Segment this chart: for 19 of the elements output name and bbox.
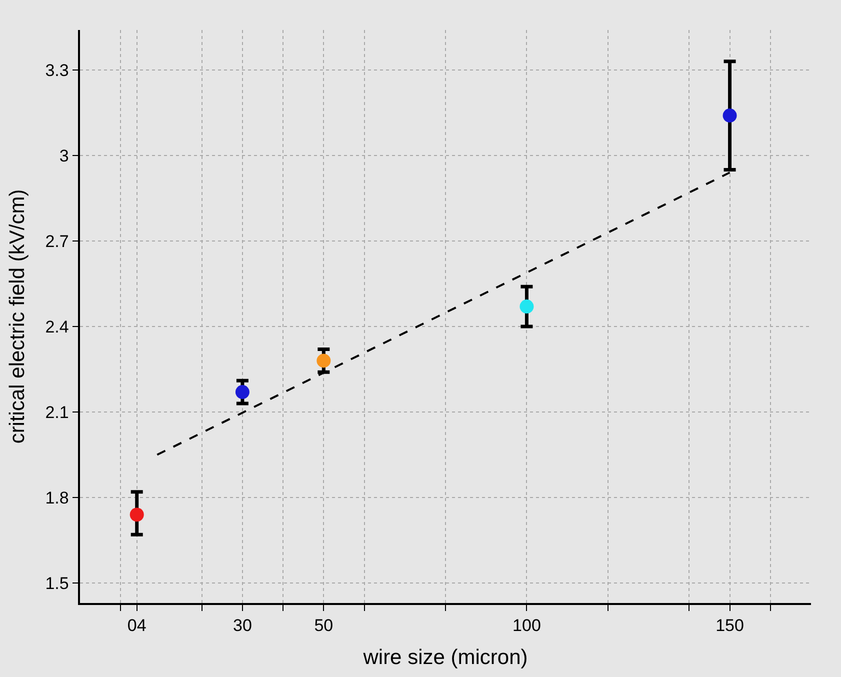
point	[722, 108, 737, 123]
point	[235, 385, 250, 400]
x-tick-label: 150	[716, 616, 744, 636]
x-tick-label: 50	[314, 616, 334, 636]
y-tick-label: 2.4	[45, 317, 69, 336]
y-tick-label: 1.8	[45, 488, 69, 508]
point	[316, 354, 331, 368]
point	[130, 508, 144, 522]
y-tick-label: 2.1	[45, 402, 69, 422]
y-tick-label: 1.5	[45, 574, 69, 593]
y-tick-label: 3	[59, 146, 69, 166]
point	[520, 300, 534, 314]
x-axis-title: wire size (micron)	[362, 646, 528, 669]
x-tick-label: 100	[512, 616, 541, 636]
y-tick-label: 2.7	[45, 232, 69, 251]
y-tick-label: 3.3	[45, 60, 69, 80]
x-tick-label: 04	[127, 616, 146, 636]
y-axis-title: critical electric field (kV/cm)	[6, 189, 29, 444]
x-tick-label: 30	[232, 616, 252, 636]
